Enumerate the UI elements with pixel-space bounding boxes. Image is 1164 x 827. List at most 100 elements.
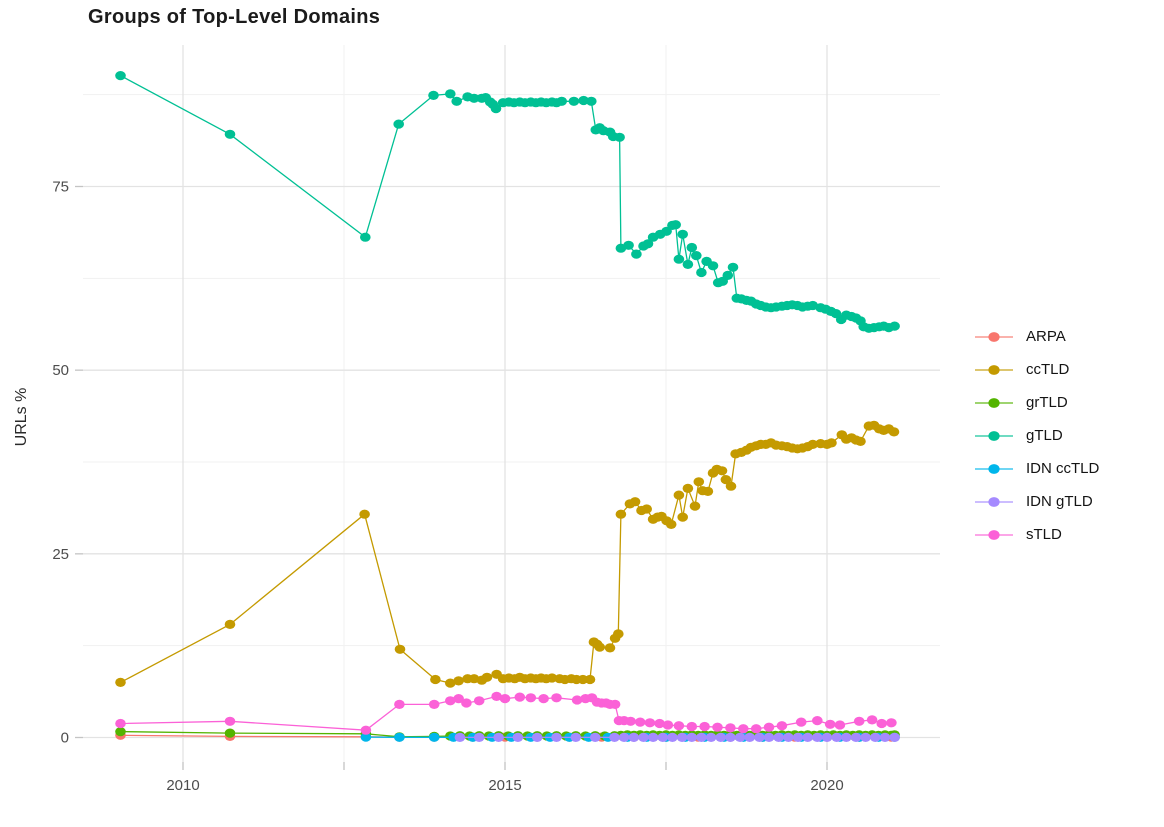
data-point [889, 732, 900, 743]
legend-swatch-gtld-icon [975, 430, 1013, 441]
data-point [879, 732, 891, 743]
y-tick-label: 0 [61, 730, 69, 747]
data-point [224, 716, 236, 726]
data-point [546, 673, 558, 683]
data-point [514, 692, 526, 702]
legend-label-gtld: gTLD [1026, 427, 1063, 444]
data-point [224, 728, 236, 738]
legend-swatch-idn-cctld-icon [975, 463, 1013, 474]
data-point [667, 732, 678, 743]
data-point [686, 732, 698, 743]
data-point [586, 96, 597, 106]
data-point [512, 732, 524, 743]
data-point [394, 699, 405, 710]
data-point [673, 490, 685, 500]
data-point [428, 732, 440, 742]
data-point [638, 732, 649, 743]
data-point [707, 261, 719, 271]
data-point [886, 718, 897, 728]
data-point [360, 725, 372, 735]
data-point [614, 132, 625, 142]
data-point [889, 321, 900, 331]
data-point [676, 732, 688, 743]
legend-swatch-stld-icon [975, 529, 1013, 540]
data-point [430, 674, 441, 685]
data-point [792, 732, 804, 743]
data-point [812, 716, 823, 726]
data-point [807, 439, 819, 449]
data-point [634, 717, 646, 727]
data-point [551, 732, 562, 743]
data-point [609, 732, 620, 743]
data-point [625, 716, 636, 726]
data-point [454, 732, 466, 743]
legend-item-stld: sTLD [972, 518, 1099, 551]
x-tick-label: 2020 [810, 777, 843, 794]
data-point [699, 721, 710, 732]
data-point [754, 732, 765, 743]
data-point [115, 727, 126, 737]
data-point [499, 694, 511, 704]
data-point [631, 249, 642, 259]
data-point [853, 716, 865, 726]
data-point [696, 732, 707, 743]
data-point [686, 242, 698, 253]
data-point [722, 270, 734, 280]
data-point [870, 732, 881, 743]
data-point [571, 695, 583, 705]
data-point [451, 96, 463, 106]
data-point [615, 509, 627, 519]
legend-swatch-cctld-icon [975, 364, 1013, 375]
legend-label-arpa: ARPA [1026, 328, 1066, 345]
y-tick-label: 50 [52, 362, 69, 379]
data-point [584, 674, 596, 685]
data-point [394, 644, 406, 654]
data-point [644, 718, 656, 728]
data-point [551, 693, 562, 703]
data-point [628, 732, 640, 743]
data-point [629, 497, 641, 507]
data-point [641, 504, 652, 514]
data-point [609, 699, 621, 710]
data-point [493, 732, 504, 743]
data-point [453, 676, 464, 686]
data-point [491, 691, 502, 702]
data-point [682, 483, 694, 493]
data-point [589, 732, 601, 743]
data-point [538, 694, 549, 704]
legend-label-grtld: grTLD [1026, 394, 1068, 411]
data-point [394, 732, 405, 742]
data-point [693, 477, 705, 487]
y-tick-label: 75 [52, 178, 69, 195]
data-point [428, 90, 439, 100]
data-point [715, 732, 726, 743]
data-point [445, 696, 456, 706]
legend-item-grtld: grTLD [972, 386, 1099, 419]
x-tick-label: 2010 [166, 777, 199, 794]
legend-swatch-arpa-icon [975, 331, 1013, 342]
data-point [578, 95, 589, 106]
data-point [725, 723, 736, 733]
data-point [224, 129, 236, 139]
data-point [613, 629, 624, 639]
data-point [696, 267, 707, 278]
data-point [725, 732, 736, 743]
data-point [490, 104, 502, 114]
data-point [670, 220, 681, 230]
data-point [445, 89, 456, 99]
legend-item-idn-cctld: IDN ccTLD [972, 452, 1099, 485]
data-point [691, 251, 702, 261]
data-point [642, 239, 654, 249]
data-point [750, 724, 762, 734]
data-point [824, 719, 836, 729]
data-point [618, 732, 630, 743]
data-point [855, 436, 866, 446]
data-point [673, 254, 685, 264]
data-point [727, 262, 739, 272]
data-point [812, 732, 823, 743]
legend-label-idn-cctld: IDN ccTLD [1026, 460, 1100, 477]
series-line-gtld [120, 75, 895, 329]
data-point [473, 696, 485, 706]
data-point [677, 229, 688, 239]
